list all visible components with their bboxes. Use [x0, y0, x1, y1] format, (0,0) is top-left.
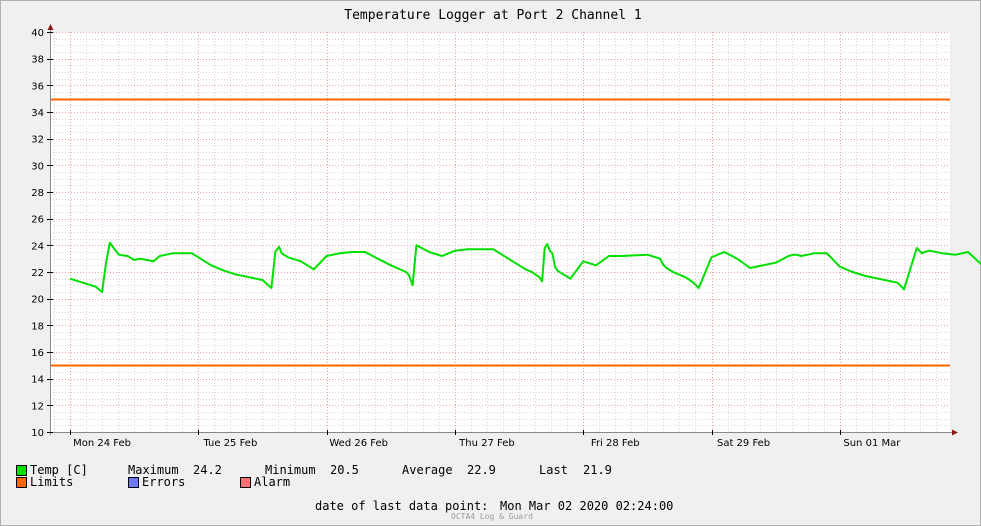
y-tick-label: 18	[31, 321, 44, 332]
x-tick-label: Tue 25 Feb	[202, 438, 257, 449]
stat-maximum-label: Maximum	[128, 463, 179, 477]
y-tick-label: 34	[31, 108, 44, 119]
x-tick-label: Mon 24 Feb	[73, 438, 131, 449]
y-tick-label: 38	[31, 55, 44, 66]
y-tick-label: 32	[31, 135, 44, 146]
y-tick-label: 36	[31, 81, 44, 92]
stat-minimum-label: Minimum	[265, 463, 316, 477]
series-layer	[69, 241, 981, 293]
y-tick-label: 20	[31, 295, 44, 306]
legend-label-limits: Limits	[30, 475, 74, 489]
legend-swatch-alarm	[240, 477, 251, 488]
x-tick-label: Thu 27 Feb	[458, 438, 515, 449]
axes	[47, 24, 958, 436]
chart-title: Temperature Logger at Port 2 Channel 1	[344, 8, 641, 23]
y-tick-label: 28	[31, 188, 44, 199]
legend-label-errors: Errors	[142, 475, 186, 489]
y-tick-label: 22	[31, 268, 44, 279]
grid	[50, 32, 950, 432]
y-tick-labels: 10 12 14 16 18 20 22 24 26 28 30 32 34 36 38 40	[31, 28, 44, 439]
y-tick-label: 10	[31, 428, 44, 439]
y-tick-label: 14	[31, 375, 44, 386]
x-tick-label: Sun 01 Mar	[843, 438, 901, 449]
stat-average-label: Average	[402, 463, 453, 477]
limit-lines	[50, 98, 950, 367]
legend-swatch-limits	[16, 477, 27, 488]
x-axis-arrow	[952, 429, 958, 436]
credit-text: OCTA4 Log & Guard	[451, 512, 533, 521]
legend-swatch-errors	[128, 477, 139, 488]
stat-maximum-value: 24.2	[193, 463, 222, 477]
y-tick-label: 26	[31, 215, 44, 226]
y-tick-label: 12	[31, 401, 44, 412]
y-axis-arrow	[47, 24, 54, 30]
stat-average-value: 22.9	[467, 463, 496, 477]
stat-minimum-value: 20.5	[330, 463, 359, 477]
y-tick-label: 24	[31, 241, 44, 252]
last-data-point-value: Mon Mar 02 2020 02:24:00	[500, 499, 674, 513]
x-tick-label: Sat 29 Feb	[717, 438, 770, 449]
series-line-temp	[69, 241, 981, 293]
y-tick-label: 16	[31, 348, 44, 359]
y-tick-label: 40	[31, 28, 44, 39]
x-tick-label: Fri 28 Feb	[591, 438, 640, 449]
last-data-point-label: date of last data point:	[315, 499, 489, 513]
x-tick-label: Wed 26 Feb	[329, 438, 388, 449]
legend-label-temp: Temp [C]	[30, 463, 88, 477]
legend-label-alarm: Alarm	[254, 475, 291, 489]
stat-last-value: 21.9	[583, 463, 612, 477]
x-tick-labels: Mon 24 Feb Tue 25 Feb Wed 26 Feb Thu 27 Feb…	[73, 438, 901, 449]
legend-swatch-temp	[16, 465, 27, 476]
y-tick-label: 30	[31, 161, 44, 172]
stat-last-label: Last	[539, 463, 568, 477]
